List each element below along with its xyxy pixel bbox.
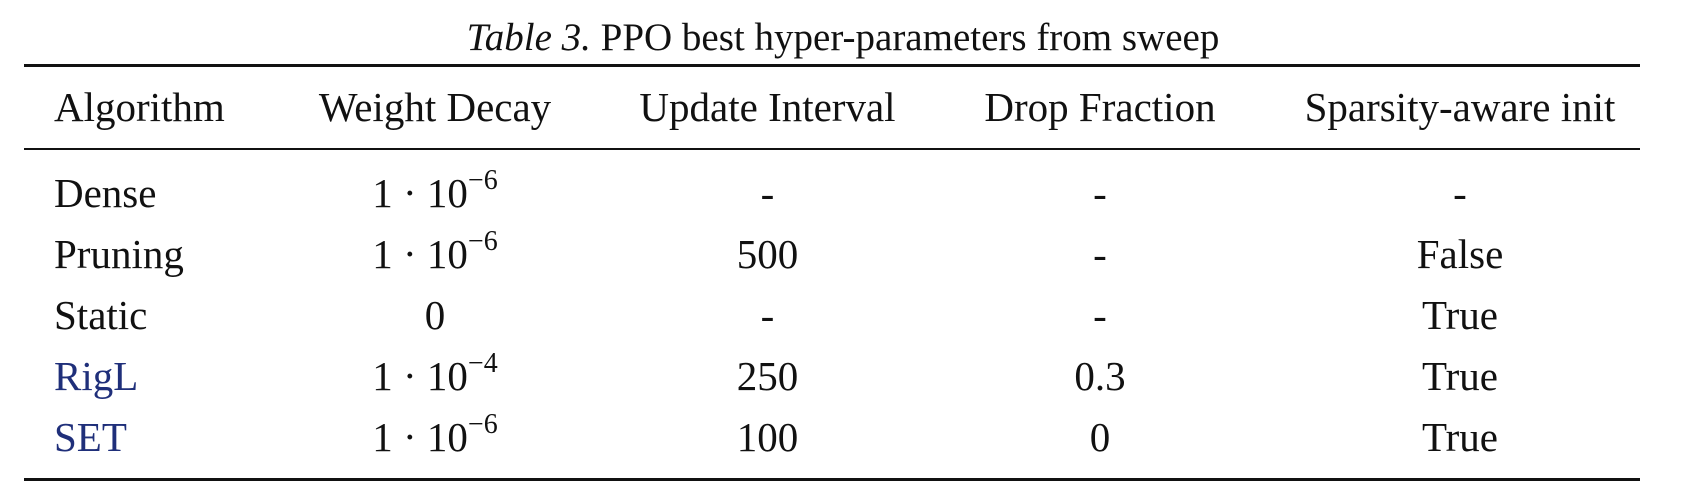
weight-decay-cell: 1 · 10−4 xyxy=(290,348,580,401)
header-update-interval: Update Interval xyxy=(639,84,896,130)
drop-fraction-cell: - xyxy=(1093,292,1107,338)
header-drop-fraction: Drop Fraction xyxy=(984,84,1216,130)
weight-decay-exponent: −4 xyxy=(467,348,498,379)
drop-fraction-cell: - xyxy=(1093,170,1107,216)
top-rule xyxy=(24,64,1640,67)
weight-decay-base: 1 · 10 xyxy=(372,170,468,216)
algorithm-link-set[interactable]: SET xyxy=(54,414,127,460)
weight-decay-base: 0 xyxy=(424,292,446,338)
header-rule xyxy=(24,148,1640,150)
header-sparsity-aware-init: Sparsity-aware init xyxy=(1304,84,1616,130)
sparsity-init-cell: True xyxy=(1422,292,1498,338)
sparsity-init-cell: True xyxy=(1422,414,1498,460)
algorithm-cell: Dense xyxy=(54,170,157,216)
header-algorithm: Algorithm xyxy=(54,84,225,130)
drop-fraction-cell: - xyxy=(1093,231,1107,277)
weight-decay-exponent: −6 xyxy=(467,226,498,257)
weight-decay-cell: 1 · 10−6 xyxy=(290,409,580,462)
caption-title: PPO best hyper-parameters from sweep xyxy=(600,16,1220,59)
update-interval-cell: 250 xyxy=(736,353,799,399)
update-interval-cell: - xyxy=(760,170,775,216)
weight-decay-base: 1 · 10 xyxy=(372,414,468,460)
update-interval-cell: 500 xyxy=(736,231,799,277)
weight-decay-cell: 1 · 10−6 xyxy=(290,165,580,218)
drop-fraction-cell: 0.3 xyxy=(1074,353,1126,399)
weight-decay-exponent: −6 xyxy=(467,165,498,196)
bottom-rule xyxy=(24,478,1640,481)
weight-decay-cell: 0 xyxy=(290,290,580,340)
sparsity-init-cell: True xyxy=(1422,353,1498,399)
table-caption: Table 3. PPO best hyper-parameters from … xyxy=(0,8,1686,68)
sparsity-init-cell: - xyxy=(1453,170,1467,216)
weight-decay-exponent: −6 xyxy=(467,409,498,440)
algorithm-cell: Static xyxy=(54,292,148,338)
sparsity-init-cell: False xyxy=(1416,231,1504,277)
update-interval-cell: 100 xyxy=(736,414,799,460)
header-weight-decay: Weight Decay xyxy=(318,84,552,130)
weight-decay-base: 1 · 10 xyxy=(372,353,468,399)
update-interval-cell: - xyxy=(760,292,775,338)
algorithm-link-rigl[interactable]: RigL xyxy=(54,353,139,399)
drop-fraction-cell: 0 xyxy=(1089,414,1111,460)
caption-label: Table 3. xyxy=(466,16,591,59)
algorithm-cell: Pruning xyxy=(54,231,184,277)
weight-decay-base: 1 · 10 xyxy=(372,231,468,277)
weight-decay-cell: 1 · 10−6 xyxy=(290,226,580,279)
